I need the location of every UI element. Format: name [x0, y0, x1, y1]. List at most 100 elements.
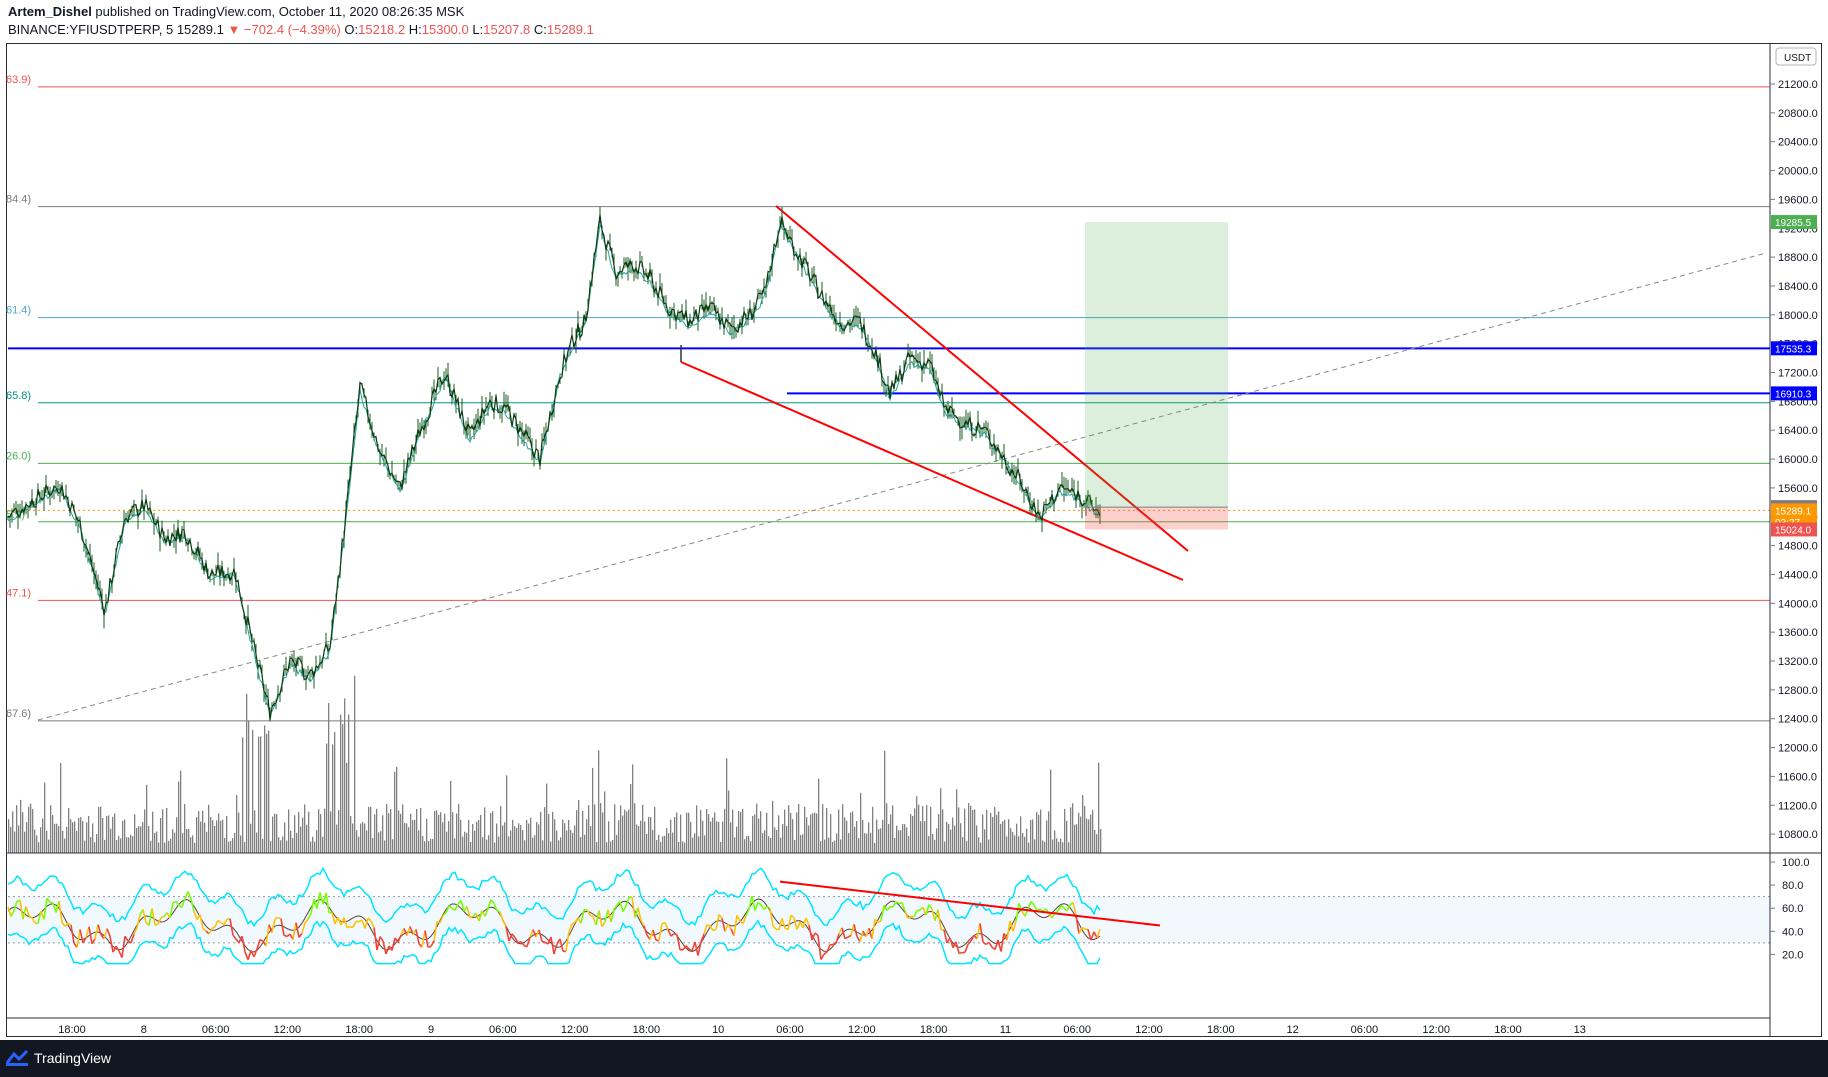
volume-bar — [88, 815, 90, 853]
volume-bar — [644, 821, 646, 853]
volume-bar — [502, 825, 504, 853]
volume-bar — [218, 813, 220, 853]
volume-bar — [900, 830, 902, 853]
volume-bar — [1058, 841, 1060, 853]
volume-bar — [460, 819, 462, 853]
volume-bar — [204, 822, 206, 853]
volume-bar — [712, 817, 714, 853]
volume-bar — [718, 822, 720, 853]
symbol-label[interactable]: BINANCE:YFIUSDTPERP, 5 — [8, 22, 174, 37]
footer-brand[interactable]: TradingView — [34, 1050, 112, 1066]
price-axis-label-bg — [1771, 215, 1817, 230]
close-value: 15289.1 — [546, 22, 594, 37]
volume-bar — [724, 808, 726, 853]
volume-bar — [62, 830, 64, 853]
osc-value-segment — [124, 935, 129, 942]
osc-value-segment — [172, 900, 177, 904]
volume-bar — [904, 824, 906, 853]
osc-value-segment — [808, 924, 813, 941]
volume-bar — [354, 675, 356, 853]
price-axis-label: 19285.5 — [1775, 218, 1812, 229]
chart-canvas[interactable]: 63.9)84.4)61.4)65.8)26.0)5.2)47.1)67.6) … — [0, 0, 1828, 1040]
volume-bar — [520, 825, 522, 853]
volume-bar — [392, 839, 394, 853]
osc-value-segment — [820, 953, 825, 960]
osc-value-segment — [346, 926, 351, 929]
volume-bar — [890, 814, 892, 853]
volume-bar — [508, 836, 510, 853]
osc-value-segment — [850, 924, 855, 936]
osc-value-segment — [448, 905, 453, 909]
volume-bar — [112, 816, 114, 853]
volume-bar — [654, 806, 656, 853]
volume-bar — [50, 805, 52, 853]
fib-label: 47.1) — [6, 587, 31, 599]
osc-value-segment — [694, 941, 699, 956]
osc-value-segment — [1066, 904, 1071, 912]
price-tick-label: 11200.0 — [1778, 800, 1817, 812]
volume-bar — [226, 815, 228, 853]
volume-bar — [446, 831, 448, 853]
volume-bar — [782, 824, 784, 853]
volume-bar — [132, 836, 134, 853]
volume-bar — [650, 817, 652, 853]
volume-bar — [626, 811, 628, 853]
volume-bar — [982, 814, 984, 853]
osc-band — [8, 896, 1770, 943]
volume-bar — [618, 820, 620, 853]
author-name[interactable]: Artem_Dishel — [8, 4, 92, 19]
osc-value-segment — [970, 934, 975, 942]
time-tick-label: 18:00 — [345, 1024, 373, 1036]
volume-bar — [180, 770, 182, 853]
volume-bar — [888, 823, 890, 853]
volume-bar — [90, 837, 92, 853]
osc-value-segment — [1030, 900, 1035, 906]
volume-bar — [84, 840, 86, 853]
volume-bar — [294, 815, 296, 853]
volume-bar — [1060, 838, 1062, 853]
volume-bar — [822, 804, 824, 853]
volume-bar — [762, 833, 764, 853]
currency-button[interactable] — [1775, 47, 1817, 66]
osc-value-segment — [190, 898, 195, 912]
volume-bar — [836, 833, 838, 853]
volume-bar — [140, 826, 142, 853]
osc-value-segment — [634, 907, 639, 918]
volume-bar — [96, 834, 98, 853]
volume-bar — [678, 841, 680, 853]
volume-bar — [108, 815, 110, 853]
osc-value-segment — [130, 933, 135, 944]
volume-bar — [404, 822, 406, 853]
volume-bar — [216, 820, 218, 853]
volume-bar — [402, 804, 404, 853]
volume-bar — [1048, 811, 1050, 853]
time-tick-label: 06:00 — [202, 1024, 230, 1036]
currency-button-label[interactable]: USDT — [1784, 53, 1811, 64]
volume-bar — [428, 840, 430, 853]
osc-value-segment — [403, 928, 408, 936]
volume-bar — [704, 835, 706, 853]
osc-value-segment — [604, 909, 609, 923]
volume-bar — [786, 826, 788, 853]
volume-bar — [1036, 812, 1038, 853]
volume-bar — [228, 841, 230, 853]
volume-bar — [68, 808, 70, 853]
volume-bar — [716, 821, 718, 853]
volume-bar — [468, 820, 470, 853]
osc-value-segment — [241, 935, 246, 952]
price-axis-label: 15289.1 — [1775, 506, 1812, 517]
volume-bar — [680, 814, 682, 853]
chart-area[interactable] — [6, 43, 1822, 1037]
tradingview-logo-icon[interactable] — [6, 1049, 28, 1067]
volume-bar — [368, 806, 370, 853]
osc-value-segment — [895, 901, 900, 905]
volume-bar — [932, 833, 934, 853]
volume-bar — [206, 831, 208, 853]
osc-value-segment — [703, 924, 708, 935]
osc-value-segment — [10, 910, 15, 917]
volume-bar — [450, 781, 452, 853]
price-tick-label: 14800.0 — [1778, 541, 1818, 553]
osc-value-segment — [793, 917, 798, 930]
time-tick-label: 12:00 — [848, 1024, 876, 1036]
volume-bar — [560, 837, 562, 853]
